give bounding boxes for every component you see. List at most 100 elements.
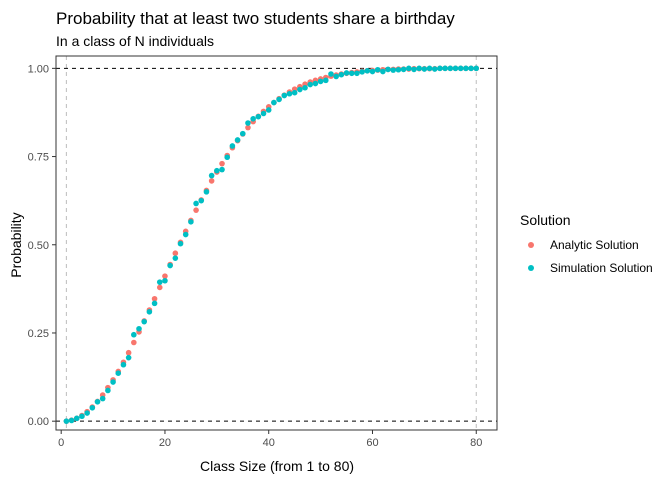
- point-simulation-64: [390, 67, 397, 73]
- point-simulation-80: [473, 65, 480, 72]
- legend: Solution Analytic Solution Simulation So…: [520, 212, 653, 275]
- point-simulation-36: [245, 120, 251, 126]
- point-simulation-60: [369, 68, 376, 75]
- point-simulation-74: [442, 65, 448, 72]
- point-analytic-14: [131, 339, 137, 346]
- data-points: [63, 65, 480, 424]
- point-simulation-67: [406, 65, 412, 72]
- point-simulation-29: [208, 172, 215, 179]
- point-simulation-54: [338, 71, 345, 78]
- panel-border: [55, 55, 498, 431]
- chart-title: Probability that at least two students s…: [56, 9, 455, 28]
- point-analytic-29: [208, 178, 215, 184]
- y-tick-label-0.25: 0.25: [28, 328, 49, 340]
- point-simulation-70: [421, 66, 428, 72]
- point-simulation-77: [457, 65, 464, 72]
- point-simulation-4: [79, 413, 85, 420]
- point-simulation-16: [141, 318, 147, 325]
- point-simulation-37: [250, 116, 256, 122]
- point-simulation-63: [385, 66, 391, 73]
- point-simulation-52: [328, 71, 334, 77]
- point-analytic-13: [125, 349, 132, 356]
- point-simulation-39: [260, 110, 267, 117]
- point-analytic-19: [156, 284, 163, 291]
- point-simulation-53: [333, 73, 339, 80]
- point-analytic-26: [193, 207, 199, 213]
- point-analytic-22: [172, 250, 179, 257]
- point-simulation-46: [297, 86, 303, 93]
- point-simulation-7: [94, 398, 101, 405]
- plot-background: [56, 56, 497, 430]
- point-simulation-2: [68, 417, 75, 424]
- point-simulation-3: [73, 415, 80, 422]
- point-analytic-31: [219, 160, 225, 167]
- point-simulation-78: [463, 65, 469, 72]
- point-simulation-56: [348, 70, 355, 77]
- point-simulation-11: [115, 370, 122, 376]
- point-simulation-32: [224, 154, 231, 161]
- point-simulation-31: [219, 166, 225, 173]
- point-analytic-20: [162, 273, 168, 279]
- point-simulation-66: [400, 66, 407, 73]
- point-simulation-72: [431, 66, 438, 72]
- point-simulation-47: [302, 84, 308, 91]
- point-simulation-33: [229, 143, 236, 149]
- series-simulation: [63, 65, 480, 424]
- point-simulation-45: [291, 89, 298, 96]
- point-simulation-51: [322, 77, 329, 84]
- point-simulation-35: [239, 130, 246, 137]
- point-simulation-6: [89, 404, 96, 411]
- point-simulation-71: [426, 65, 433, 72]
- point-simulation-1: [63, 418, 70, 424]
- x-tick-label-20: 20: [159, 437, 171, 449]
- y-axis-title: Probability: [8, 212, 24, 277]
- chart-subtitle: In a class of N individuals: [56, 33, 214, 49]
- legend-key-simulation: [528, 265, 534, 271]
- x-tick-label-40: 40: [263, 437, 275, 449]
- point-simulation-24: [182, 231, 189, 238]
- legend-label-analytic: Analytic Solution: [550, 238, 639, 252]
- point-simulation-61: [374, 66, 381, 73]
- point-simulation-34: [234, 137, 241, 143]
- point-simulation-18: [151, 300, 158, 307]
- point-simulation-55: [343, 70, 350, 76]
- point-simulation-73: [437, 65, 443, 72]
- x-tick-label-80: 80: [470, 437, 482, 449]
- point-simulation-48: [307, 81, 314, 88]
- point-simulation-5: [84, 410, 90, 416]
- point-simulation-17: [146, 309, 153, 315]
- reference-lines: [56, 56, 497, 430]
- point-simulation-14: [131, 331, 137, 338]
- point-simulation-12: [120, 361, 127, 368]
- point-analytic-36: [245, 124, 251, 131]
- point-simulation-40: [265, 107, 272, 113]
- y-tick-label-0.5: 0.50: [28, 240, 49, 252]
- plot-panel: [56, 56, 497, 430]
- point-simulation-76: [452, 65, 459, 72]
- point-simulation-23: [177, 240, 184, 247]
- legend-key-analytic: [528, 242, 534, 248]
- point-simulation-19: [156, 279, 163, 285]
- point-simulation-9: [105, 387, 111, 394]
- point-simulation-28: [203, 189, 210, 195]
- point-simulation-20: [162, 277, 168, 284]
- point-simulation-38: [255, 113, 262, 120]
- point-simulation-26: [193, 200, 199, 207]
- point-simulation-62: [380, 68, 386, 75]
- point-simulation-27: [198, 197, 205, 204]
- point-simulation-69: [416, 65, 422, 72]
- point-simulation-50: [317, 78, 324, 85]
- point-simulation-59: [364, 68, 371, 74]
- point-simulation-44: [286, 90, 293, 97]
- point-simulation-49: [312, 80, 319, 87]
- point-simulation-41: [271, 99, 277, 106]
- y-tick-label-1: 1.00: [28, 63, 49, 75]
- point-simulation-10: [110, 379, 116, 385]
- x-tick-label-0: 0: [58, 437, 64, 449]
- y-tick-label-0: 0.00: [28, 416, 49, 428]
- point-simulation-15: [136, 325, 142, 332]
- y-tick-label-0.75: 0.75: [28, 152, 49, 164]
- axes: 0 20 40 60 80 0.00 0.25 0.50 0.75 1.00: [28, 55, 498, 449]
- point-simulation-13: [125, 354, 132, 361]
